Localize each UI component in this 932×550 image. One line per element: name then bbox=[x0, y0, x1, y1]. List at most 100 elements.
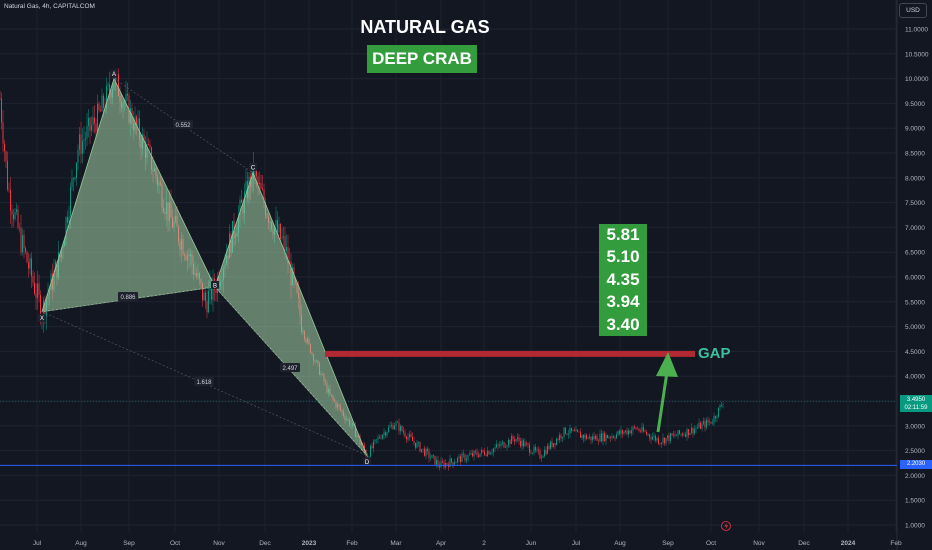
candle-body bbox=[137, 118, 139, 126]
candle-body bbox=[245, 181, 247, 192]
pattern-ratio-bg bbox=[280, 363, 300, 372]
candle-body bbox=[439, 465, 440, 468]
candle-body bbox=[509, 439, 511, 444]
candle-body bbox=[692, 427, 694, 434]
candle-body bbox=[602, 432, 604, 442]
candle-body bbox=[590, 436, 592, 441]
candle-body bbox=[401, 426, 403, 431]
candle-body bbox=[377, 437, 379, 440]
candle-body bbox=[215, 290, 217, 294]
candle-body bbox=[425, 448, 427, 456]
candle-body bbox=[479, 453, 481, 457]
currency-button[interactable]: USD bbox=[899, 3, 927, 18]
candle-body bbox=[548, 445, 550, 449]
pattern-point-label: D bbox=[365, 460, 370, 466]
candle-body bbox=[601, 433, 602, 442]
lightning-icon bbox=[721, 521, 731, 531]
candle-body bbox=[721, 405, 722, 407]
candle-body bbox=[275, 219, 277, 227]
candle-body bbox=[697, 427, 698, 429]
candle-body bbox=[712, 422, 713, 424]
candle-body bbox=[542, 456, 544, 458]
candle-body bbox=[722, 406, 724, 407]
candle-body bbox=[29, 258, 31, 269]
candle-body bbox=[32, 276, 34, 283]
candle-body bbox=[707, 420, 709, 423]
candle-body bbox=[494, 447, 496, 449]
candle-body bbox=[34, 282, 35, 294]
candle-body bbox=[716, 416, 718, 419]
candle-body bbox=[202, 282, 203, 301]
candle-body bbox=[685, 434, 686, 437]
candle-body bbox=[671, 433, 673, 436]
candle-body bbox=[400, 426, 401, 431]
price-axis[interactable]: 11.0000 10.5000 10.0000 9.5000 9.0000 8.5000 8… bbox=[905, 27, 929, 530]
pattern-ratio-bg bbox=[118, 292, 138, 301]
candle-body bbox=[148, 144, 149, 145]
candle-body bbox=[649, 434, 650, 438]
candle-body bbox=[674, 434, 676, 436]
candle-body bbox=[440, 461, 442, 468]
candle-body bbox=[100, 109, 101, 112]
candle-body bbox=[391, 425, 392, 427]
candle-body bbox=[668, 435, 670, 442]
pattern-point-bg bbox=[110, 69, 118, 78]
candle-body bbox=[631, 430, 632, 434]
candle-body bbox=[4, 143, 5, 152]
candle-body bbox=[103, 95, 104, 108]
candle-body bbox=[485, 454, 487, 456]
price-tick-label: 6.0000 bbox=[905, 275, 925, 282]
candle-body bbox=[383, 432, 385, 435]
candle-body bbox=[22, 235, 23, 253]
candle-body bbox=[407, 436, 409, 440]
candle-body bbox=[374, 439, 376, 442]
candle-body bbox=[655, 435, 656, 441]
candle-body bbox=[406, 436, 407, 440]
candle-body bbox=[136, 116, 137, 126]
candle-body bbox=[125, 93, 127, 102]
candle-body bbox=[241, 199, 242, 204]
candle-body bbox=[430, 457, 431, 459]
candle-body bbox=[394, 425, 395, 430]
time-axis[interactable]: Jul Aug Sep Oct Nov Dec 2023 Feb Mar Apr 2 Jun Jul Au… bbox=[33, 540, 902, 547]
candle-body bbox=[709, 421, 710, 423]
candle-body bbox=[107, 84, 109, 86]
candle-body bbox=[40, 294, 41, 320]
candle-body bbox=[418, 442, 419, 443]
candle-body bbox=[635, 427, 637, 430]
candle-body bbox=[487, 451, 488, 456]
candle-body bbox=[80, 134, 82, 154]
candle-body bbox=[19, 227, 20, 229]
time-tick-label: Mar bbox=[390, 540, 402, 547]
target-value: 5.81 bbox=[606, 225, 640, 244]
candle-body bbox=[284, 236, 286, 252]
price-tick-label: 10.0000 bbox=[905, 76, 929, 83]
candle-body bbox=[109, 84, 110, 93]
candle-body bbox=[149, 144, 151, 148]
candle-body bbox=[653, 435, 655, 438]
candle-body bbox=[544, 450, 545, 457]
candle-body bbox=[71, 178, 73, 187]
candle-body bbox=[412, 436, 413, 442]
candle-body bbox=[101, 95, 103, 112]
candle-body bbox=[658, 438, 659, 444]
target-value: 3.94 bbox=[606, 292, 640, 312]
candle-body bbox=[514, 439, 515, 442]
candle-body bbox=[436, 459, 437, 465]
candle-body bbox=[466, 458, 467, 461]
candle-body bbox=[463, 453, 464, 455]
candle-body bbox=[563, 427, 565, 437]
candle-body bbox=[686, 429, 688, 437]
candle-body bbox=[428, 450, 430, 458]
candle-body bbox=[625, 430, 626, 433]
candle-body bbox=[529, 445, 530, 453]
candle-body bbox=[427, 448, 428, 451]
time-tick-label: Aug bbox=[75, 540, 87, 547]
candle-body bbox=[640, 430, 641, 432]
candle-body bbox=[449, 458, 451, 467]
candle-body bbox=[532, 452, 533, 454]
candle-body bbox=[559, 434, 560, 440]
pattern-ratio-label: 0.552 bbox=[175, 123, 191, 129]
price-tick-label: 3.0000 bbox=[905, 423, 925, 430]
